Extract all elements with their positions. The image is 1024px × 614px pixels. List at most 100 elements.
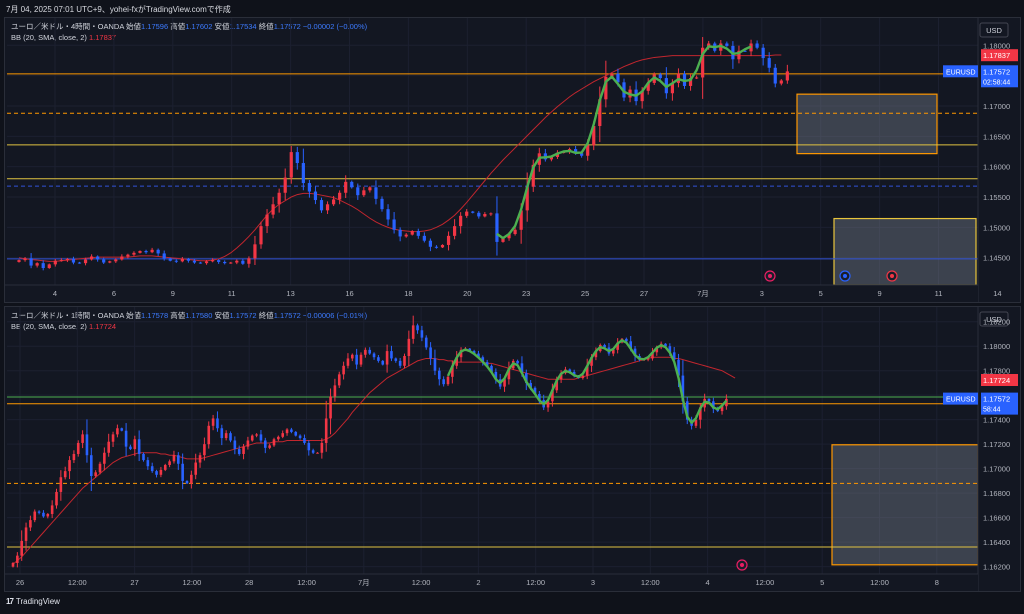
candle (446, 376, 450, 385)
candle (525, 373, 528, 383)
time-tick-label: 7月 (697, 289, 709, 298)
currency-label: USD (986, 315, 1002, 324)
time-tick-label: 28 (245, 578, 253, 587)
candle (372, 353, 376, 358)
candle (37, 511, 41, 513)
candle (755, 43, 759, 48)
candle (265, 214, 269, 227)
candle (233, 440, 237, 450)
candle (586, 145, 590, 156)
tradingview-footer: 17 TradingView (6, 597, 60, 606)
chart-panel-1h[interactable]: ユーロ／米ドル・1時間・OANDA 始値1.17578 高値1.17580 安値… (4, 306, 1021, 592)
candle (592, 126, 596, 146)
chart-legend-1h: ユーロ／米ドル・1時間・OANDA 始値1.17578 高値1.17580 安値… (11, 310, 367, 332)
candle (695, 77, 699, 79)
time-tick-label: 26 (16, 578, 24, 587)
candle (612, 349, 615, 354)
candle (313, 191, 318, 201)
candle (761, 47, 765, 59)
candle (235, 260, 239, 263)
price-tick-label: 1.17200 (983, 440, 1010, 449)
candle (156, 249, 160, 254)
candle (594, 351, 598, 358)
candle (519, 210, 523, 230)
candle (126, 254, 130, 257)
price-tick-label: 1.14500 (983, 254, 1010, 263)
candle (616, 342, 619, 350)
candle (132, 252, 136, 255)
candle (107, 441, 110, 453)
candle (301, 163, 305, 184)
legend-high: 1.17602 (185, 22, 213, 31)
candle (142, 453, 145, 461)
candle (307, 442, 311, 451)
chart-canvas-1h[interactable]: USD1.182001.180001.178001.176001.174001.… (5, 307, 1020, 591)
candle (120, 428, 124, 431)
countdown-label: 58:44 (983, 407, 1001, 414)
candle (581, 375, 585, 379)
bb-price-tag-label: 1.17837 (983, 51, 1010, 60)
candle (223, 261, 227, 264)
symbol-tag (943, 392, 978, 405)
candle (338, 192, 342, 200)
candle (651, 352, 654, 359)
wave-line (446, 339, 728, 424)
candle (359, 354, 363, 365)
candle (785, 71, 789, 81)
candle (81, 434, 84, 443)
time-tick-label: 8 (935, 578, 939, 587)
candle (403, 355, 406, 366)
lightning-event-icon (740, 563, 744, 567)
candle (429, 347, 432, 359)
currency-label: USD (986, 26, 1002, 35)
candle (229, 433, 232, 441)
time-tick-label: 12:00 (68, 578, 87, 587)
candle (368, 187, 372, 191)
candle (394, 358, 398, 361)
price-tick-label: 1.16800 (983, 489, 1010, 498)
candle (20, 540, 23, 556)
time-axis (5, 574, 978, 591)
time-tick-label: 18 (404, 289, 412, 298)
chart-legend-4h: ユーロ／米ドル・4時間・OANDA 始値1.17596 高値1.17602 安値… (11, 21, 367, 43)
bb-label: BB (20, SMA, close, 2) (11, 322, 87, 331)
candle (551, 390, 554, 402)
candle (495, 213, 499, 242)
price-tick-label: 1.15000 (983, 223, 1010, 232)
candle (146, 460, 150, 467)
candle (271, 204, 275, 215)
candle (242, 446, 245, 454)
price-tick-label: 1.16600 (983, 514, 1010, 523)
candle (220, 428, 224, 439)
chart-canvas-4h[interactable]: USD1.180001.175001.170001.165001.160001.… (5, 18, 1020, 302)
candle (604, 76, 608, 100)
time-tick-label: 7月 (358, 578, 370, 587)
bb-price-tag (981, 373, 1018, 386)
candle (688, 78, 693, 86)
chart-panel-4h[interactable]: ユーロ／米ドル・4時間・OANDA 始値1.17596 高値1.17602 安値… (4, 17, 1021, 303)
candle (538, 393, 541, 401)
candle (707, 398, 711, 402)
time-tick-label: 20 (463, 289, 471, 298)
time-tick-label: 27 (640, 289, 648, 298)
symbol-tag-label: EURUSD (946, 69, 976, 76)
candle (743, 50, 747, 52)
candle (137, 439, 141, 454)
candle (192, 260, 197, 263)
candle (53, 260, 57, 265)
candle (71, 258, 76, 263)
candle (640, 90, 644, 102)
candle (529, 382, 532, 388)
candle (185, 480, 189, 484)
candle (433, 358, 437, 371)
candle (610, 73, 614, 77)
candle (377, 357, 380, 361)
candle (453, 226, 457, 236)
legend-close-label: 終値 (258, 22, 274, 31)
candle (103, 452, 106, 464)
legend-open: 1.17578 (141, 311, 169, 320)
candle (773, 67, 777, 84)
candle (155, 471, 158, 475)
candle (55, 491, 58, 506)
candle (116, 428, 119, 435)
